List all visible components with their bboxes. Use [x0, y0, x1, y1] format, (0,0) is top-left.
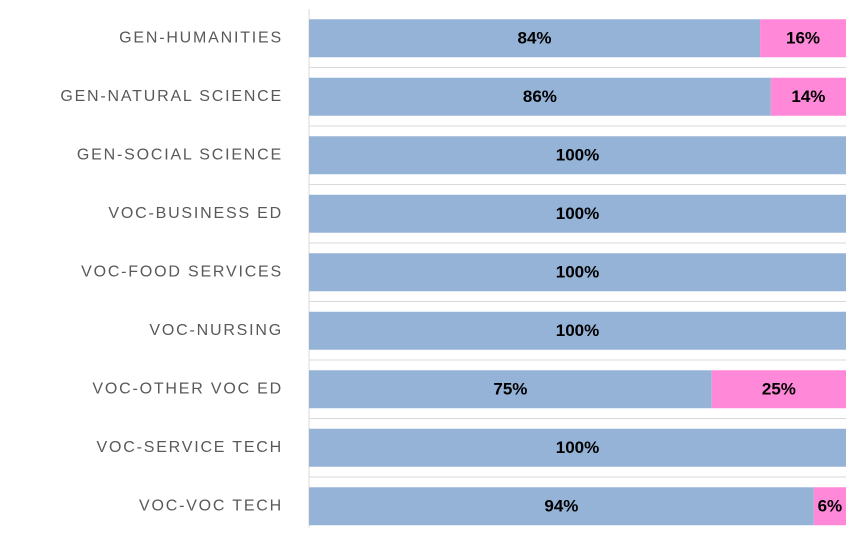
- value-label: 100%: [556, 204, 599, 223]
- bar-segment: [309, 428, 846, 467]
- value-label: 6%: [818, 497, 843, 516]
- bar-segment: [760, 19, 846, 58]
- value-label: 100%: [556, 438, 599, 457]
- value-label: 25%: [762, 380, 796, 399]
- value-label: 100%: [556, 321, 599, 340]
- y-tick-label: VOC-OTHER VOC ED: [92, 380, 283, 397]
- y-tick-label: GEN-SOCIAL SCIENCE: [77, 146, 283, 163]
- bar-segment: [309, 136, 846, 175]
- bar-segment: [309, 77, 771, 116]
- value-label: 14%: [791, 87, 825, 106]
- bar-segment: [309, 487, 814, 526]
- bar-segment: [770, 77, 846, 116]
- value-label: 100%: [556, 263, 599, 282]
- y-tick-label: GEN-NATURAL SCIENCE: [60, 88, 283, 105]
- y-tick-label: VOC-VOC TECH: [139, 497, 283, 514]
- y-tick-label: GEN-HUMANITIES: [119, 29, 283, 46]
- value-label: 84%: [518, 29, 552, 48]
- y-tick-label: VOC-FOOD SERVICES: [81, 263, 283, 280]
- bar-segment: [309, 253, 846, 292]
- bar-segment: [309, 19, 761, 58]
- value-label: 75%: [493, 380, 527, 399]
- bar-segment: [309, 194, 846, 233]
- bar-segment: [813, 487, 846, 526]
- value-label: 16%: [786, 29, 820, 48]
- bar-segment: [309, 370, 712, 409]
- value-label: 100%: [556, 146, 599, 165]
- value-label: 94%: [544, 497, 578, 516]
- y-tick-label: VOC-SERVICE TECH: [97, 439, 283, 456]
- bar-segment: [711, 370, 846, 409]
- y-tick-label: VOC-NURSING: [149, 322, 283, 339]
- y-tick-label: VOC-BUSINESS ED: [108, 205, 283, 222]
- bar-segment: [309, 311, 846, 350]
- value-label: 86%: [523, 87, 557, 106]
